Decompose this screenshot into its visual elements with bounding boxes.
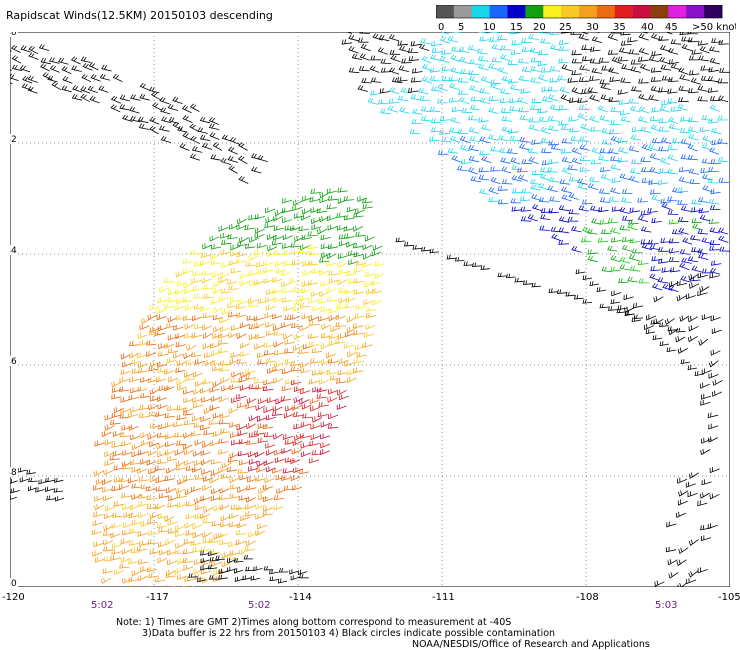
time-label-2: 5:02 — [248, 600, 271, 611]
legend-swatch — [436, 5, 455, 18]
wind-barbs — [10, 32, 730, 587]
note-line-2: 3)Data buffer is 22 hrs from 20150103 4)… — [142, 628, 556, 639]
legend-swatch — [614, 5, 633, 18]
legend-label: 35 — [613, 22, 626, 33]
wind-map[interactable]: -40 -42 -44 -46 -48 -50 — [10, 32, 730, 587]
lon-label: -120 — [2, 592, 25, 603]
lon-label: -111 — [432, 592, 455, 603]
legend-label: 15 — [510, 22, 523, 33]
legend-swatch — [596, 5, 616, 18]
legend-label: 40 — [641, 22, 654, 33]
lat-label: -46 — [10, 357, 17, 367]
lat-label: -48 — [10, 468, 17, 478]
legend-swatch — [453, 5, 473, 18]
legend-swatch — [632, 5, 651, 18]
lon-label: -108 — [576, 592, 599, 603]
legend-swatch — [579, 5, 598, 18]
lat-label: -42 — [10, 135, 17, 145]
legend-swatch — [704, 5, 723, 18]
map-title: Rapidscat Winds(12.5KM) 20150103 descend… — [6, 9, 273, 22]
wind-speed-legend: 0 5 10 15 20 25 30 35 40 45 >50 knots — [436, 5, 736, 33]
lon-label: -117 — [146, 592, 169, 603]
lon-label: -114 — [289, 592, 312, 603]
lon-label: -105 — [718, 592, 740, 603]
lat-lon-grid — [10, 32, 730, 587]
time-label-3: 5:03 — [655, 600, 678, 611]
note-line-1: Note: 1) Times are GMT 2)Times along bot… — [116, 617, 512, 628]
legend-label: 30 — [586, 22, 599, 33]
lat-label: -50 — [10, 579, 17, 587]
legend-label: 0 — [438, 22, 444, 33]
legend-swatch — [668, 5, 687, 18]
time-label-1: 5:02 — [91, 600, 114, 611]
legend-label: 25 — [559, 22, 572, 33]
legend-swatch — [489, 5, 508, 18]
legend-swatch — [507, 5, 526, 18]
lat-label: -40 — [10, 32, 17, 38]
legend-swatch — [543, 5, 562, 18]
legend-swatch — [471, 5, 490, 18]
lat-label: -44 — [10, 246, 17, 256]
note-line-3: NOAA/NESDIS/Office of Research and Appli… — [412, 639, 650, 650]
legend-swatch — [686, 5, 705, 18]
latitude-labels: -40 -42 -44 -46 -48 -50 — [10, 32, 18, 587]
map-frame — [10, 32, 730, 587]
legend-swatch — [650, 5, 669, 18]
legend-swatch — [561, 5, 580, 18]
legend-label: 20 — [533, 22, 546, 33]
legend-label: 45 — [665, 22, 678, 33]
legend-swatch — [525, 5, 544, 18]
legend-label: >50 knots — [692, 22, 736, 33]
legend-label: 5 — [458, 22, 464, 33]
legend-label: 10 — [483, 22, 496, 33]
